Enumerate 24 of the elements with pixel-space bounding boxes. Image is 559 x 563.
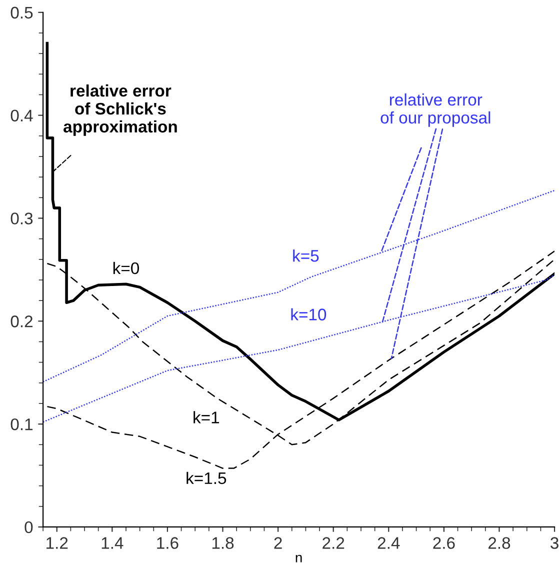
x-tick-label: 2.6 [433,537,455,549]
series-label: k=10 [291,308,326,320]
series-label: k=0 [113,262,139,274]
series-label: k=1.5 [186,472,226,484]
x-tick-label: 2.4 [378,537,400,549]
y-tick-label: 0.1 [10,418,33,430]
annotation: relative error of our proposal [380,93,490,127]
x-tick-label: 3 [550,537,558,549]
y-tick-label: 0.4 [10,110,33,122]
annotation: relative error of Schlick's approximation [64,84,177,136]
series-label: k=5 [293,250,319,262]
x-tick-label: 2.8 [488,537,510,549]
x-tick-label: 1.2 [46,537,68,549]
x-axis-title: n [296,554,302,562]
y-tick-label: 0.5 [10,6,33,19]
x-tick-label: 1.4 [102,537,124,549]
y-tick-label: 0 [24,521,33,534]
x-tick-label: 2.2 [322,537,344,549]
x-tick-label: 2 [274,537,282,549]
series-label: k=1 [194,411,220,424]
x-tick-label: 1.6 [157,537,178,549]
x-tick-label: 1.8 [212,537,234,549]
y-tick-label: 0.2 [10,316,32,328]
y-tick-label: 0.3 [10,212,33,224]
